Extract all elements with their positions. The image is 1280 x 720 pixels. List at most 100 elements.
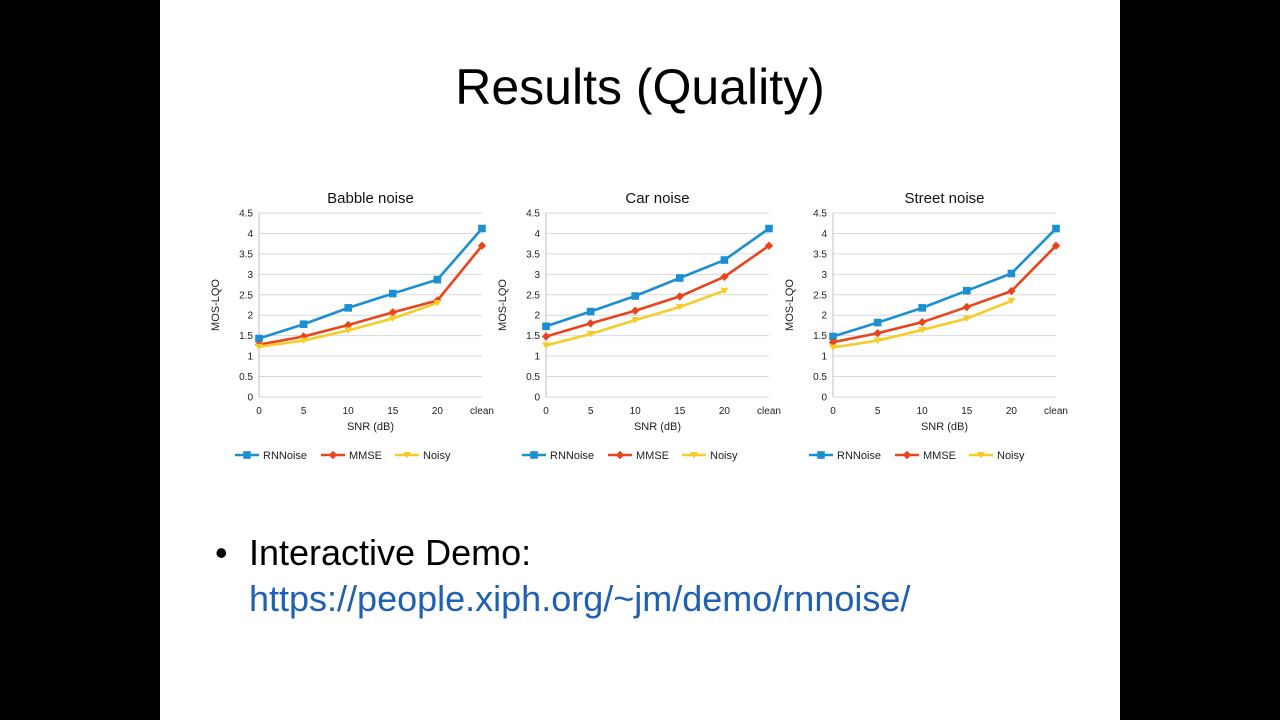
y-axis-label: MOS-LQO xyxy=(210,279,222,331)
y-tick-label: 4.5 xyxy=(813,209,827,220)
series-line xyxy=(545,244,770,338)
legend-item: Noisy xyxy=(969,450,1025,462)
y-tick-label: 0.5 xyxy=(813,372,827,383)
data-point xyxy=(631,306,640,315)
x-tick-label: 20 xyxy=(719,406,731,417)
legend-item: MMSE xyxy=(321,450,382,462)
x-axis-label: SNR (dB) xyxy=(921,421,968,433)
slide-title: Results (Quality) xyxy=(455,59,825,115)
series-line xyxy=(545,227,770,328)
legend-marker xyxy=(817,451,825,459)
y-tick-label: 2 xyxy=(821,311,827,322)
data-point xyxy=(631,317,640,324)
demo-link[interactable]: https://people.xiph.org/~jm/demo/rnnoise… xyxy=(249,578,911,619)
data-point xyxy=(388,315,397,322)
x-tick-label: 5 xyxy=(875,406,881,417)
data-point xyxy=(918,317,927,327)
y-tick-label: 3.5 xyxy=(813,249,827,260)
data-point xyxy=(255,334,263,343)
chart-title: Street noise xyxy=(904,190,984,207)
series-noisy xyxy=(829,297,1016,352)
data-point xyxy=(344,304,352,312)
data-point xyxy=(586,331,595,338)
chart-babble-noise: Babble noise 0 0.5 1 1.5 2 2.5 3 3.5 4 4.5 0 5 10 15 20… xyxy=(210,190,494,462)
x-tick-label: 15 xyxy=(961,406,973,417)
data-point xyxy=(828,338,838,347)
data-point xyxy=(389,289,397,298)
data-point xyxy=(720,272,729,281)
data-point xyxy=(631,292,639,300)
series-rnnoise xyxy=(255,224,486,343)
legend-item: Noisy xyxy=(682,450,738,462)
y-tick-label: 3.5 xyxy=(239,249,253,260)
data-point xyxy=(764,241,774,250)
y-tick-label: 4.5 xyxy=(526,209,540,220)
data-point xyxy=(1052,224,1060,233)
x-tick-label: 10 xyxy=(917,406,929,417)
data-point xyxy=(873,318,882,327)
chart-title: Babble noise xyxy=(327,190,414,207)
y-tick-label: 4.5 xyxy=(239,209,253,220)
legend-label: Noisy xyxy=(997,450,1025,462)
legend-label: MMSE xyxy=(923,450,956,462)
y-tick-label: 1 xyxy=(247,352,253,363)
data-point xyxy=(299,337,308,345)
data-point xyxy=(299,320,308,329)
chart-title: Car noise xyxy=(625,190,689,207)
y-axis-label: MOS-LQO xyxy=(497,279,509,331)
data-point xyxy=(962,302,971,312)
series-mmse xyxy=(828,241,1061,347)
data-point xyxy=(388,308,397,317)
legend-marker xyxy=(530,451,538,459)
series-noisy xyxy=(542,287,729,349)
data-point xyxy=(676,274,684,282)
y-tick-label: 1.5 xyxy=(239,331,253,342)
y-tick-label: 0 xyxy=(534,393,540,404)
y-tick-label: 4 xyxy=(534,229,540,240)
legend-marker xyxy=(977,452,985,459)
x-tick-label: 5 xyxy=(301,406,307,417)
legend-marker xyxy=(615,450,625,460)
legend-item: RNNoise xyxy=(235,450,307,462)
data-point xyxy=(675,304,684,311)
legend-marker xyxy=(243,451,251,459)
data-point xyxy=(344,320,353,330)
data-point xyxy=(720,287,729,295)
x-axis-label: SNR (dB) xyxy=(634,421,681,433)
y-tick-label: 2 xyxy=(534,311,540,322)
data-point xyxy=(255,343,263,351)
x-tick-label: 15 xyxy=(387,406,399,417)
series-line xyxy=(832,244,1057,344)
data-point xyxy=(1051,241,1061,250)
x-tick-label: 5 xyxy=(588,406,594,417)
legend-marker xyxy=(902,450,912,460)
legend-item: MMSE xyxy=(895,450,956,462)
x-tick-label: 20 xyxy=(1006,406,1018,417)
x-tick-label: 20 xyxy=(432,406,444,417)
data-point xyxy=(675,292,684,301)
legend-marker xyxy=(690,452,698,459)
legend-label: RNNoise xyxy=(837,450,881,462)
data-point xyxy=(1007,269,1016,278)
y-tick-label: 1 xyxy=(821,352,827,363)
legend-marker xyxy=(403,452,411,459)
series-rnnoise xyxy=(542,224,773,331)
bullet-item: Interactive Demo: https://people.xiph.or… xyxy=(249,530,910,622)
series-noisy xyxy=(255,299,442,351)
y-tick-label: 1.5 xyxy=(813,331,827,342)
data-point xyxy=(433,275,442,284)
data-point xyxy=(541,332,551,341)
data-point xyxy=(1007,297,1016,305)
y-tick-label: 0.5 xyxy=(526,372,540,383)
data-point xyxy=(720,256,729,264)
legend-label: MMSE xyxy=(636,450,669,462)
bullet-marker: • xyxy=(215,532,228,573)
legend-item: Noisy xyxy=(395,450,451,462)
y-tick-label: 4 xyxy=(821,229,827,240)
legend-label: MMSE xyxy=(349,450,382,462)
x-tick-label: 10 xyxy=(343,406,355,417)
x-tick-label: 0 xyxy=(543,406,549,417)
data-point xyxy=(344,327,353,334)
data-point xyxy=(542,342,550,349)
chart-street-noise: Street noise 0 0.5 1 1.5 2 2.5 3 3.5 4 4.5 0 5 10 15 20… xyxy=(784,190,1068,462)
